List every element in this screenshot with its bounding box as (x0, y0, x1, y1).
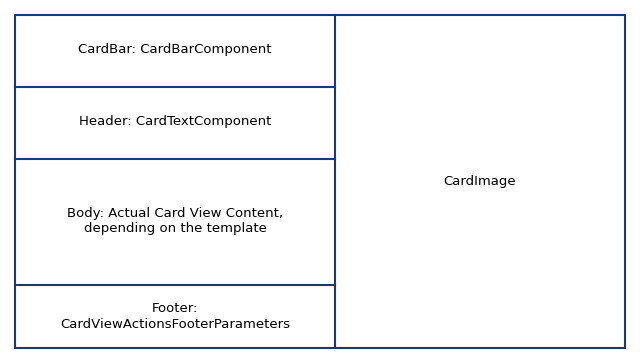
Text: CardImage: CardImage (444, 175, 516, 188)
Text: Footer:
CardViewActionsFooterParameters: Footer: CardViewActionsFooterParameters (60, 302, 290, 330)
Text: Header: CardTextComponent: Header: CardTextComponent (79, 115, 271, 129)
Text: Body: Actual Card View Content,
depending on the template: Body: Actual Card View Content, dependin… (67, 207, 283, 235)
Text: CardBar: CardBarComponent: CardBar: CardBarComponent (78, 44, 272, 57)
